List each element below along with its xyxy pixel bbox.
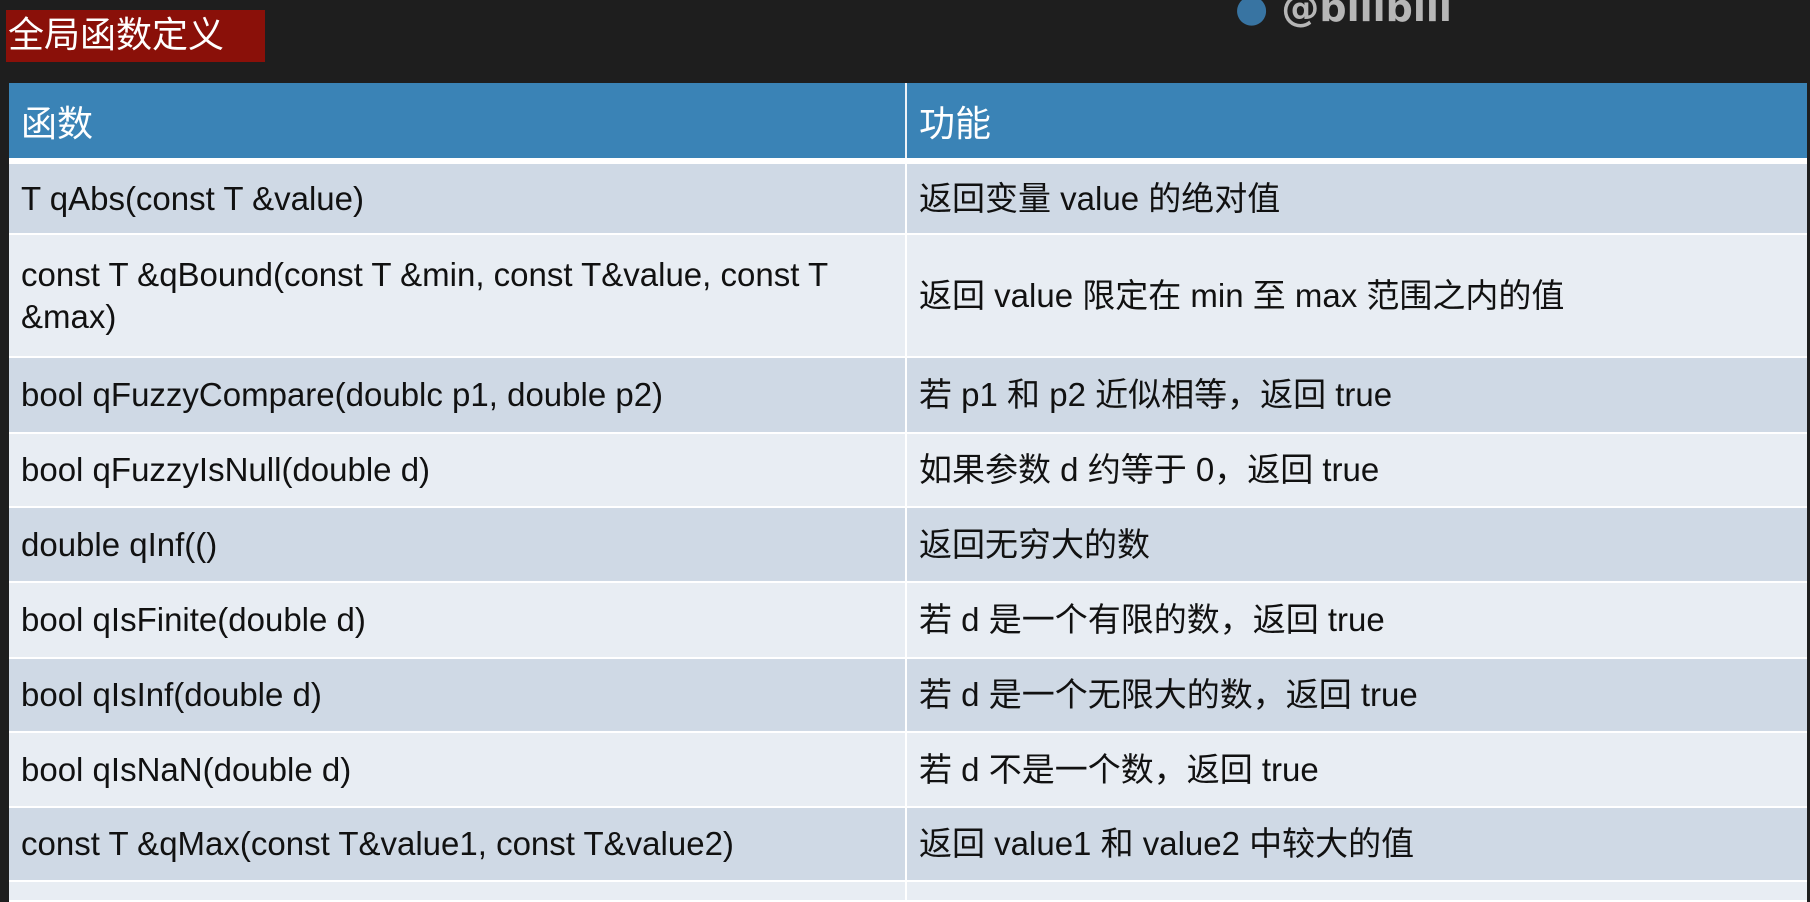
description-cell: 返回变量 value 的绝对值 [906,161,1807,235]
table-row: bool qIsNaN(double d) 若 d 不是一个数，返回 true [9,732,1807,808]
function-cell: bool qIsInf(double d) [9,658,907,733]
function-cell [9,881,907,902]
table-row: bool qFuzzyCompare(doublc p1, double p2)… [9,357,1807,434]
description-cell: 若 d 不是一个数，返回 true [906,732,1807,808]
table-row: T qAbs(const T &value) 返回变量 value 的绝对值 [9,161,1807,235]
table-row: const T &qBound(const T &min, const T&va… [9,234,1807,358]
watermark-logo: ● @bilibili [1235,0,1452,30]
function-cell: T qAbs(const T &value) [9,161,907,235]
description-cell: 返回 value 限定在 min 至 max 范围之内的值 [906,234,1807,358]
watermark-text: @bilibili [1281,0,1452,30]
function-cell: bool qFuzzyCompare(doublc p1, double p2) [9,357,907,434]
description-cell [906,881,1807,902]
table-row: bool qFuzzyIsNull(double d) 如果参数 d 约等于 0，… [9,433,1807,508]
table-row: bool qIsFinite(double d) 若 d 是一个有限的数，返回 t… [9,582,1807,659]
function-cell: bool qIsFinite(double d) [9,582,907,659]
description-cell: 若 d 是一个无限大的数，返回 true [906,658,1807,733]
function-cell: bool qFuzzyIsNull(double d) [9,433,907,508]
table-header-row: 函数 功能 [9,83,1807,164]
table-row: double qInf(() 返回无穷大的数 [9,507,1807,583]
slide-title: 全局函数定义 [6,10,265,62]
description-cell: 若 d 是一个有限的数，返回 true [906,582,1807,659]
function-cell: bool qIsNaN(double d) [9,732,907,808]
header-description: 功能 [906,83,1807,164]
table-row-partial [9,881,1807,902]
function-cell: const T &qBound(const T &min, const T&va… [9,234,907,358]
header-function: 函数 [9,83,907,164]
function-cell: const T &qMax(const T&value1, const T&va… [9,807,907,882]
function-cell: double qInf(() [9,507,907,583]
description-cell: 返回无穷大的数 [906,507,1807,583]
table-row: const T &qMax(const T&value1, const T&va… [9,807,1807,882]
description-cell: 若 p1 和 p2 近似相等，返回 true [906,357,1807,434]
description-cell: 如果参数 d 约等于 0，返回 true [906,433,1807,508]
description-cell: 返回 value1 和 value2 中较大的值 [906,807,1807,882]
functions-table: 函数 功能 T qAbs(const T &value) 返回变量 value 的… [9,83,1807,902]
table-row: bool qIsInf(double d) 若 d 是一个无限大的数，返回 tru… [9,658,1807,733]
